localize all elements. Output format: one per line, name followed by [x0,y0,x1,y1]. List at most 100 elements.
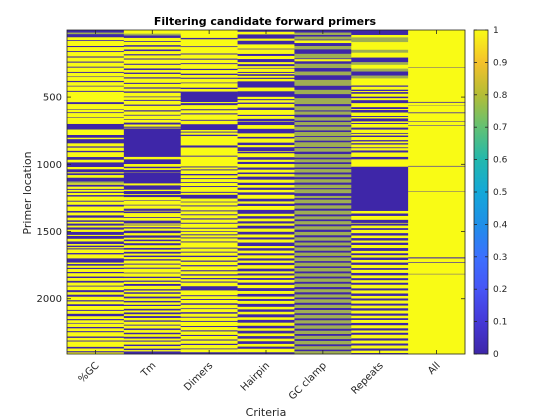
heatmap-cell [180,215,238,219]
heatmap-cell [180,234,238,236]
heatmap-cell [294,89,352,95]
heatmap-cell [237,273,295,276]
heatmap-cell [123,55,182,59]
heatmap-cell [351,166,409,212]
heatmap-cell [351,295,409,299]
heatmap-cell [67,238,125,242]
heatmap-cell [294,323,352,326]
heatmap-cell [237,278,295,281]
heatmap-cell [67,301,125,305]
heatmap-cell [180,343,238,346]
heatmap-cell [408,273,466,275]
heatmap-cell [237,209,295,215]
heatmap-cell [67,46,125,48]
heatmap-cell [180,299,238,301]
heatmap-cell [237,99,295,101]
heatmap-cell [294,162,352,165]
heatmap-cell [180,78,238,83]
heatmap-cell [180,241,238,243]
heatmap-cell [67,139,125,144]
heatmap-cell [237,176,295,180]
heatmap-cell [67,247,125,249]
heatmap-cell [67,90,125,93]
heatmap-cell [123,119,182,120]
heatmap-cell [123,344,182,347]
heatmap-cell [123,51,182,55]
heatmap-cell [123,87,182,89]
heatmap-cell [237,338,295,342]
heatmap-cell [237,284,295,289]
heatmap-cell [237,62,295,65]
heatmap-cell [237,75,295,79]
heatmap-cell [180,271,238,275]
heatmap-cell [67,135,125,138]
heatmap-cell [180,110,238,114]
heatmap-cell [123,54,182,56]
heatmap-cell [67,234,125,237]
y-tick-label: 1500 [37,227,62,238]
x-tick-label: GC clamp [287,360,329,402]
heatmap-cell [180,182,238,187]
heatmap-cell [67,328,125,332]
heatmap-cell [180,109,238,111]
heatmap-cell [351,322,409,326]
heatmap-cell [123,97,182,101]
heatmap-cell [237,138,295,143]
heatmap-cell [123,237,182,240]
heatmap-cell [294,273,352,277]
heatmap-cell [180,260,238,263]
heatmap-cell [180,91,238,103]
heatmap-cell [237,145,295,148]
heatmap-cell [237,64,295,67]
heatmap-cell [237,174,295,177]
heatmap-cell [123,316,182,319]
heatmap-cell [123,321,182,325]
heatmap-cell [351,96,409,99]
heatmap-cell [237,100,295,103]
heatmap-cell [180,219,238,224]
heatmap-cell [237,253,295,256]
heatmap-cell [408,102,466,106]
x-tick-label: %GC [77,360,102,385]
heatmap-cell [351,103,409,108]
heatmap-cell [123,63,182,66]
heatmap-cell [67,104,125,110]
heatmap-cell [67,313,125,317]
heatmap-cell [123,91,182,94]
colorbar-tick-label: 0.7 [493,123,507,133]
heatmap-cell [180,37,238,40]
heatmap-cell [180,179,238,183]
heatmap-cell [123,168,182,171]
heatmap-cell [67,278,125,282]
heatmap-cell [294,226,352,230]
heatmap-cell [237,306,295,310]
heatmap-cell [294,335,352,340]
heatmap-cell [294,34,352,37]
heatmap-cell [123,314,182,317]
heatmap-cell [180,218,238,220]
heatmap-cell [67,162,125,168]
heatmap-cell [237,147,295,152]
heatmap-cell [294,304,352,309]
heatmap-cell [351,248,409,252]
heatmap-cell [67,231,125,236]
heatmap-cell [408,112,466,114]
heatmap-cell [351,100,409,104]
heatmap-cell [67,341,125,348]
heatmap-cell [294,172,352,175]
heatmap-cell [237,333,295,337]
x-axis-label: Criteria [246,406,287,419]
heatmap-cell [123,124,182,127]
heatmap-cell [294,169,352,173]
heatmap-cell [294,229,352,233]
heatmap-cell [294,40,352,44]
heatmap-cell [123,217,182,221]
heatmap-cell [294,63,352,69]
heatmap-cell [237,343,295,347]
heatmap-cell [67,244,125,246]
heatmap-cell [351,269,409,274]
heatmap-cell [237,66,295,69]
heatmap-cell [408,67,466,103]
heatmap-cell [67,346,125,349]
